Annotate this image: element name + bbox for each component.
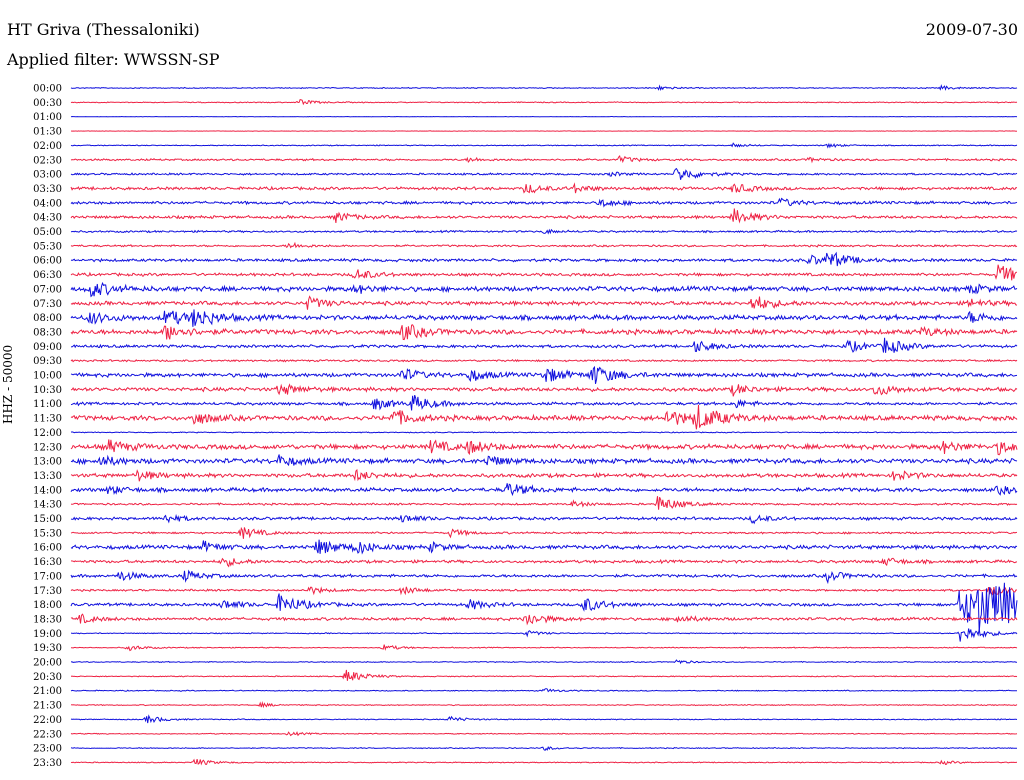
trace-line (70, 454, 1018, 467)
trace-line (70, 659, 1017, 665)
time-label: 23:30 (33, 758, 62, 769)
time-label: 20:00 (33, 658, 62, 669)
time-label: 04:30 (33, 213, 62, 224)
trace-line (70, 613, 1018, 626)
time-label: 15:00 (33, 514, 62, 525)
time-label: 12:30 (33, 442, 62, 453)
time-label: 14:30 (33, 500, 62, 511)
trace-line (70, 483, 1018, 497)
time-label: 10:30 (33, 385, 62, 396)
trace-line (70, 513, 1018, 525)
trace-line (70, 264, 1018, 281)
time-label: 09:30 (33, 356, 62, 367)
time-label: 22:00 (33, 715, 62, 726)
time-label: 02:00 (33, 141, 62, 152)
time-label: 12:00 (33, 428, 62, 439)
trace-line (70, 496, 1018, 510)
time-label: 00:30 (33, 98, 62, 109)
time-label: 06:00 (33, 256, 62, 267)
trace-line (70, 731, 1018, 737)
time-label: 02:30 (33, 155, 62, 166)
time-label: 00:00 (33, 84, 62, 95)
time-label: 13:30 (33, 471, 62, 482)
time-label: 19:00 (33, 629, 62, 640)
trace-line (70, 383, 1018, 397)
time-label: 08:00 (33, 313, 62, 324)
trace-line (70, 404, 1018, 430)
trace-line (70, 669, 1018, 681)
time-label: 17:30 (33, 586, 62, 597)
trace-line (70, 281, 1018, 298)
trace-line (70, 251, 1018, 267)
time-label: 18:30 (33, 614, 62, 625)
filter-label: Applied filter: WWSSN-SP (7, 50, 220, 69)
trace-line (70, 758, 1018, 766)
time-label: 20:30 (33, 672, 62, 683)
trace-line (70, 295, 1018, 310)
time-label: 21:00 (33, 686, 62, 697)
time-label: 03:00 (33, 170, 62, 181)
trace-line (70, 130, 1018, 132)
trace-line (70, 539, 1018, 555)
trace-line (70, 142, 1018, 149)
time-label: 16:30 (33, 557, 62, 568)
trace-line (70, 586, 1017, 596)
trace-line (70, 167, 1018, 180)
time-label: 03:30 (33, 184, 62, 195)
trace-line (70, 228, 1018, 235)
time-label: 07:30 (33, 299, 62, 310)
time-label: 17:00 (33, 571, 62, 582)
time-label: 16:00 (33, 543, 62, 554)
trace-line (70, 241, 1018, 249)
time-label: 14:00 (33, 485, 62, 496)
trace-line (70, 394, 1018, 411)
time-label: 18:00 (33, 600, 62, 611)
trace-line (70, 84, 1018, 92)
trace-line (70, 582, 1018, 633)
date-label: 2009-07-30 (925, 20, 1018, 39)
trace-line (70, 746, 1017, 751)
time-label: 13:00 (33, 457, 62, 468)
trace-line (70, 324, 1018, 341)
time-label: 21:30 (33, 701, 62, 712)
trace-line (70, 700, 1018, 709)
time-label: 19:30 (33, 643, 62, 654)
trace-line (70, 182, 1018, 194)
time-label: 01:00 (33, 112, 62, 123)
trace-line (70, 569, 1018, 585)
time-label: 15:30 (33, 528, 62, 539)
trace-line (70, 468, 1018, 482)
time-label: 11:00 (33, 399, 62, 410)
time-label: 10:00 (33, 371, 62, 382)
time-label: 05:00 (33, 227, 62, 238)
trace-line (70, 688, 1018, 693)
trace-line (70, 628, 1018, 642)
trace-line (70, 526, 1018, 539)
trace-line (70, 714, 1018, 724)
trace-line (70, 337, 1018, 353)
trace-line (70, 365, 1018, 385)
trace-line (70, 309, 1018, 327)
trace-line (70, 197, 1018, 208)
station-title: HT Griva (Thessaloniki) (7, 20, 200, 39)
time-label: 23:00 (33, 744, 62, 755)
time-label: 22:30 (33, 729, 62, 740)
trace-line (70, 439, 1018, 456)
trace-line (70, 208, 1018, 224)
trace-line (70, 154, 1018, 164)
time-label: 08:30 (33, 327, 62, 338)
trace-line (70, 644, 1018, 652)
trace-line (70, 98, 1018, 106)
time-label: 11:30 (33, 414, 62, 425)
time-label: 06:30 (33, 270, 62, 281)
trace-line (70, 557, 1018, 568)
time-label: 09:00 (33, 342, 62, 353)
time-label: 05:30 (33, 241, 62, 252)
time-label: 01:30 (33, 127, 62, 138)
trace-line (70, 431, 1017, 434)
trace-line (70, 358, 1018, 363)
time-label: 04:00 (33, 198, 62, 209)
time-label: 07:00 (33, 284, 62, 295)
